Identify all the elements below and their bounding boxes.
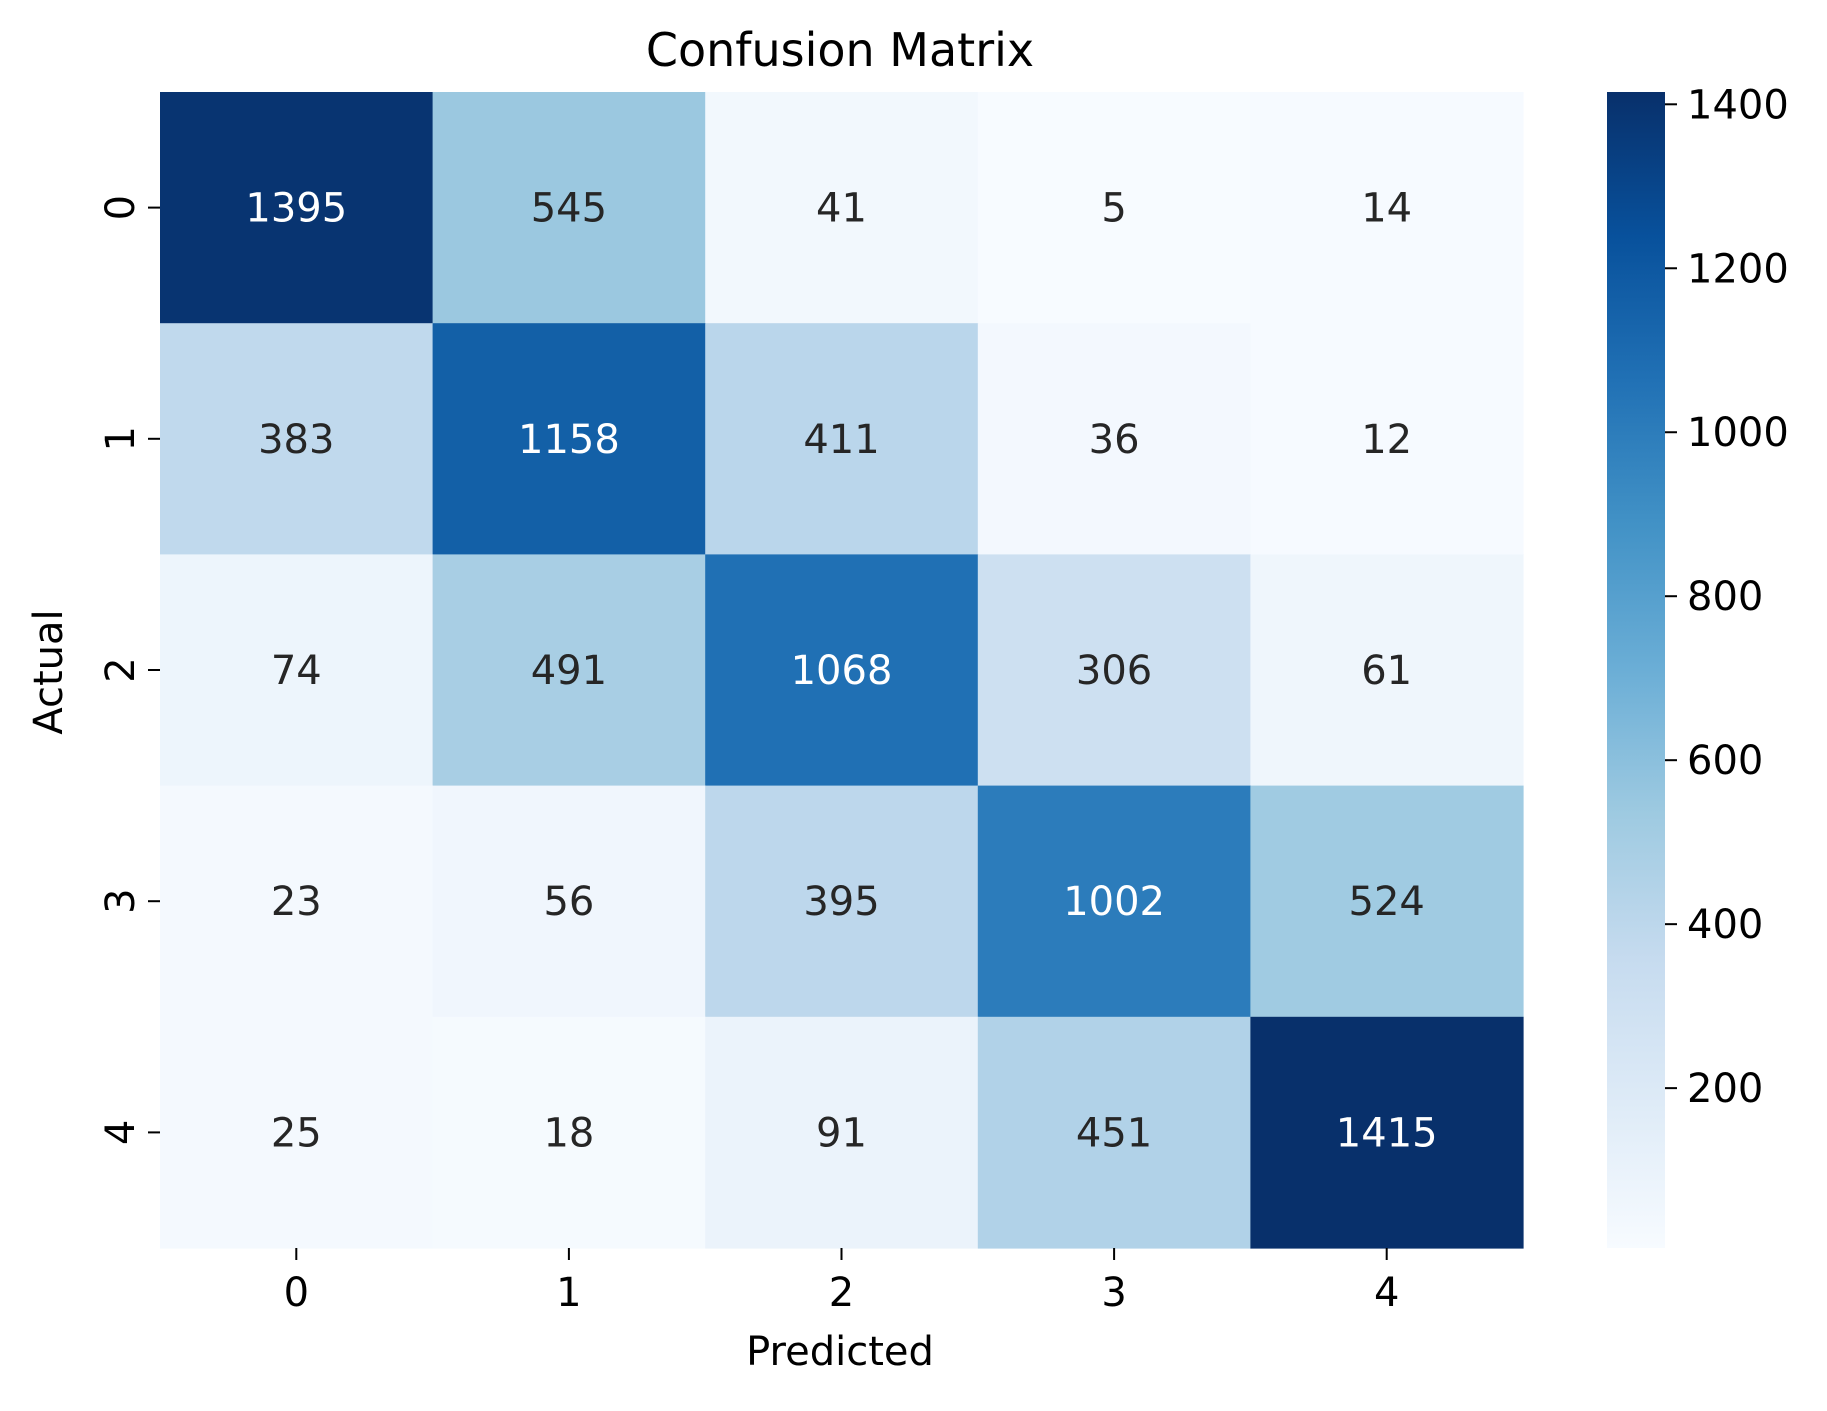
y-axis-ticks: 0 1 2 3 4 <box>98 195 160 1145</box>
heatmap-cell-r1-c4 <box>1250 323 1524 555</box>
colorbar-tick-label-6: 1400 <box>1687 82 1789 128</box>
cell-value-r0-c0: 1395 <box>245 186 347 232</box>
heatmap-cell-r3-c2 <box>705 785 979 1018</box>
heatmap-cell-r1-c2 <box>705 323 979 555</box>
heatmap-cell-r1-c0 <box>160 323 434 555</box>
cell-value-r2-c1: 491 <box>531 648 607 694</box>
heatmap-cell-r4-c3 <box>977 1016 1251 1249</box>
x-tick-label-4: 4 <box>1374 1270 1399 1316</box>
cell-value-r2-c4: 61 <box>1361 648 1412 694</box>
cell-value-r1-c1: 1158 <box>518 417 620 463</box>
heatmap-cell-r2-c3 <box>977 554 1251 787</box>
heatmap-cell-r2-c2 <box>705 554 979 787</box>
heatmap-cell-r0-c4 <box>1250 92 1524 324</box>
x-axis-ticks: 0 1 2 3 4 <box>284 1248 1399 1316</box>
cell-value-r3-c2: 395 <box>803 879 879 925</box>
x-tick-label-1: 1 <box>556 1270 581 1316</box>
colorbar-tick-label-2: 600 <box>1687 738 1763 784</box>
heatmap-cells <box>160 92 1524 1249</box>
cell-value-r3-c0: 23 <box>271 879 322 925</box>
y-tick-label-4: 4 <box>98 1120 144 1145</box>
cell-value-r0-c1: 545 <box>531 186 607 232</box>
heatmap-cell-r1-c3 <box>977 323 1251 555</box>
heatmap-cell-r0-c1 <box>432 92 706 324</box>
heatmap-cell-r4-c4 <box>1250 1016 1524 1249</box>
heatmap-cell-r0-c3 <box>977 92 1251 324</box>
cell-value-r3-c3: 1002 <box>1063 879 1165 925</box>
colorbar <box>1607 92 1665 1248</box>
cell-value-r1-c0: 383 <box>258 417 334 463</box>
colorbar-tick-label-4: 1000 <box>1687 410 1789 456</box>
cell-value-r1-c2: 411 <box>803 417 879 463</box>
x-tick-label-2: 2 <box>829 1270 854 1316</box>
heatmap-cell-r2-c4 <box>1250 554 1524 787</box>
cell-value-r0-c3: 5 <box>1101 186 1126 232</box>
cell-value-r2-c0: 74 <box>271 648 322 694</box>
cell-value-r4-c2: 91 <box>816 1110 867 1156</box>
heatmap-cell-r4-c2 <box>705 1016 979 1249</box>
heatmap-cell-r4-c0 <box>160 1016 434 1249</box>
cell-value-r4-c1: 18 <box>543 1110 594 1156</box>
heatmap-cell-r3-c3 <box>977 785 1251 1018</box>
cell-value-r0-c4: 14 <box>1361 186 1412 232</box>
colorbar-tick-label-0: 200 <box>1687 1066 1763 1112</box>
colorbar-tick-label-5: 1200 <box>1687 246 1789 292</box>
y-axis-label: Actual <box>26 609 72 734</box>
x-axis-label: Predicted <box>746 1329 934 1375</box>
cell-value-r0-c2: 41 <box>816 186 867 232</box>
colorbar-tick-label-3: 800 <box>1687 574 1763 620</box>
cell-value-r4-c4: 1415 <box>1336 1110 1438 1156</box>
heatmap-cell-r0-c2 <box>705 92 979 324</box>
y-tick-label-1: 1 <box>98 426 144 451</box>
y-tick-label-3: 3 <box>98 888 144 913</box>
y-tick-label-2: 2 <box>98 657 144 682</box>
cell-value-r1-c4: 12 <box>1361 417 1412 463</box>
cell-value-r1-c3: 36 <box>1089 417 1140 463</box>
heatmap-cell-r2-c1 <box>432 554 706 787</box>
heatmap-cell-r1-c1 <box>432 323 706 555</box>
cell-value-r4-c3: 451 <box>1076 1110 1152 1156</box>
cell-value-r3-c1: 56 <box>543 879 594 925</box>
colorbar-tick-label-1: 400 <box>1687 902 1763 948</box>
heatmap-cell-r4-c1 <box>432 1016 706 1249</box>
x-tick-label-0: 0 <box>284 1270 309 1316</box>
heatmap-cell-r3-c0 <box>160 785 434 1018</box>
cell-value-r2-c3: 306 <box>1076 648 1152 694</box>
heatmap-cell-r3-c4 <box>1250 785 1524 1018</box>
heatmap-cell-r0-c0 <box>160 92 434 324</box>
heatmap-cell-r3-c1 <box>432 785 706 1018</box>
colorbar-ticks: 200 400 600 800 1000 1200 1400 <box>1665 82 1789 1112</box>
cell-value-r2-c2: 1068 <box>791 648 893 694</box>
chart-title: Confusion Matrix <box>646 23 1034 77</box>
heatmap-cell-r2-c0 <box>160 554 434 787</box>
y-tick-label-0: 0 <box>98 195 144 220</box>
x-tick-label-3: 3 <box>1101 1270 1126 1316</box>
heatmap-cell-labels: 1395 545 41 5 14 383 1158 411 36 12 74 491 1068 306 61… <box>245 186 1437 1157</box>
cell-value-r4-c0: 25 <box>271 1110 322 1156</box>
cell-value-r3-c4: 524 <box>1349 879 1425 925</box>
